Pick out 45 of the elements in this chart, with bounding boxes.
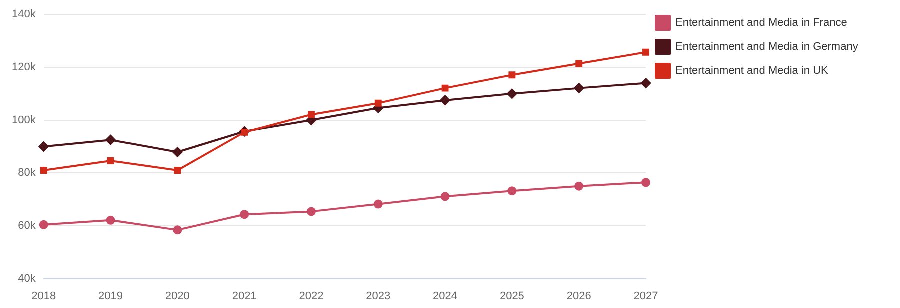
point [308,111,315,118]
x-tick-label: 2024 [433,290,458,302]
point [642,178,650,188]
x-tick-label: 2018 [32,290,56,302]
point [173,226,182,235]
y-tick-label: 80k [18,167,36,180]
point [240,210,250,220]
point [39,220,48,230]
point [507,88,518,99]
legend-label: Entertainment and Media in Germany [676,41,859,54]
point [574,83,584,94]
point [306,207,316,216]
point [508,186,517,196]
x-tick-label: 2026 [566,290,592,302]
legend-label: Entertainment and Media in UK [676,65,830,78]
x-tick-label: 2021 [232,290,257,302]
x-tick-label: 2025 [500,290,524,302]
x-tick-label: 2019 [98,290,123,302]
point [508,72,516,79]
point [106,135,116,146]
y-tick-label: 40k [18,272,36,285]
point [374,100,382,107]
y-tick-label: 100k [12,114,36,126]
point [641,78,651,88]
point [174,167,182,174]
y-tick-label: 120k [12,61,36,74]
point [106,216,116,225]
point [38,142,49,152]
y-tick-label: 140k [12,8,36,21]
point [574,182,584,191]
x-tick-label: 2022 [299,290,324,302]
point [442,84,449,92]
point [172,147,183,158]
point [440,95,450,106]
y-tick-label: 60k [18,220,36,232]
point [440,192,450,202]
point [107,157,114,164]
x-tick-label: 2020 [165,290,190,302]
point [374,200,383,209]
x-tick-label: 2027 [634,290,658,302]
legend-label: Entertainment and Media in France [676,17,848,30]
point [40,167,48,174]
point [576,60,583,68]
x-tick-label: 2023 [366,290,391,302]
point [642,48,650,56]
